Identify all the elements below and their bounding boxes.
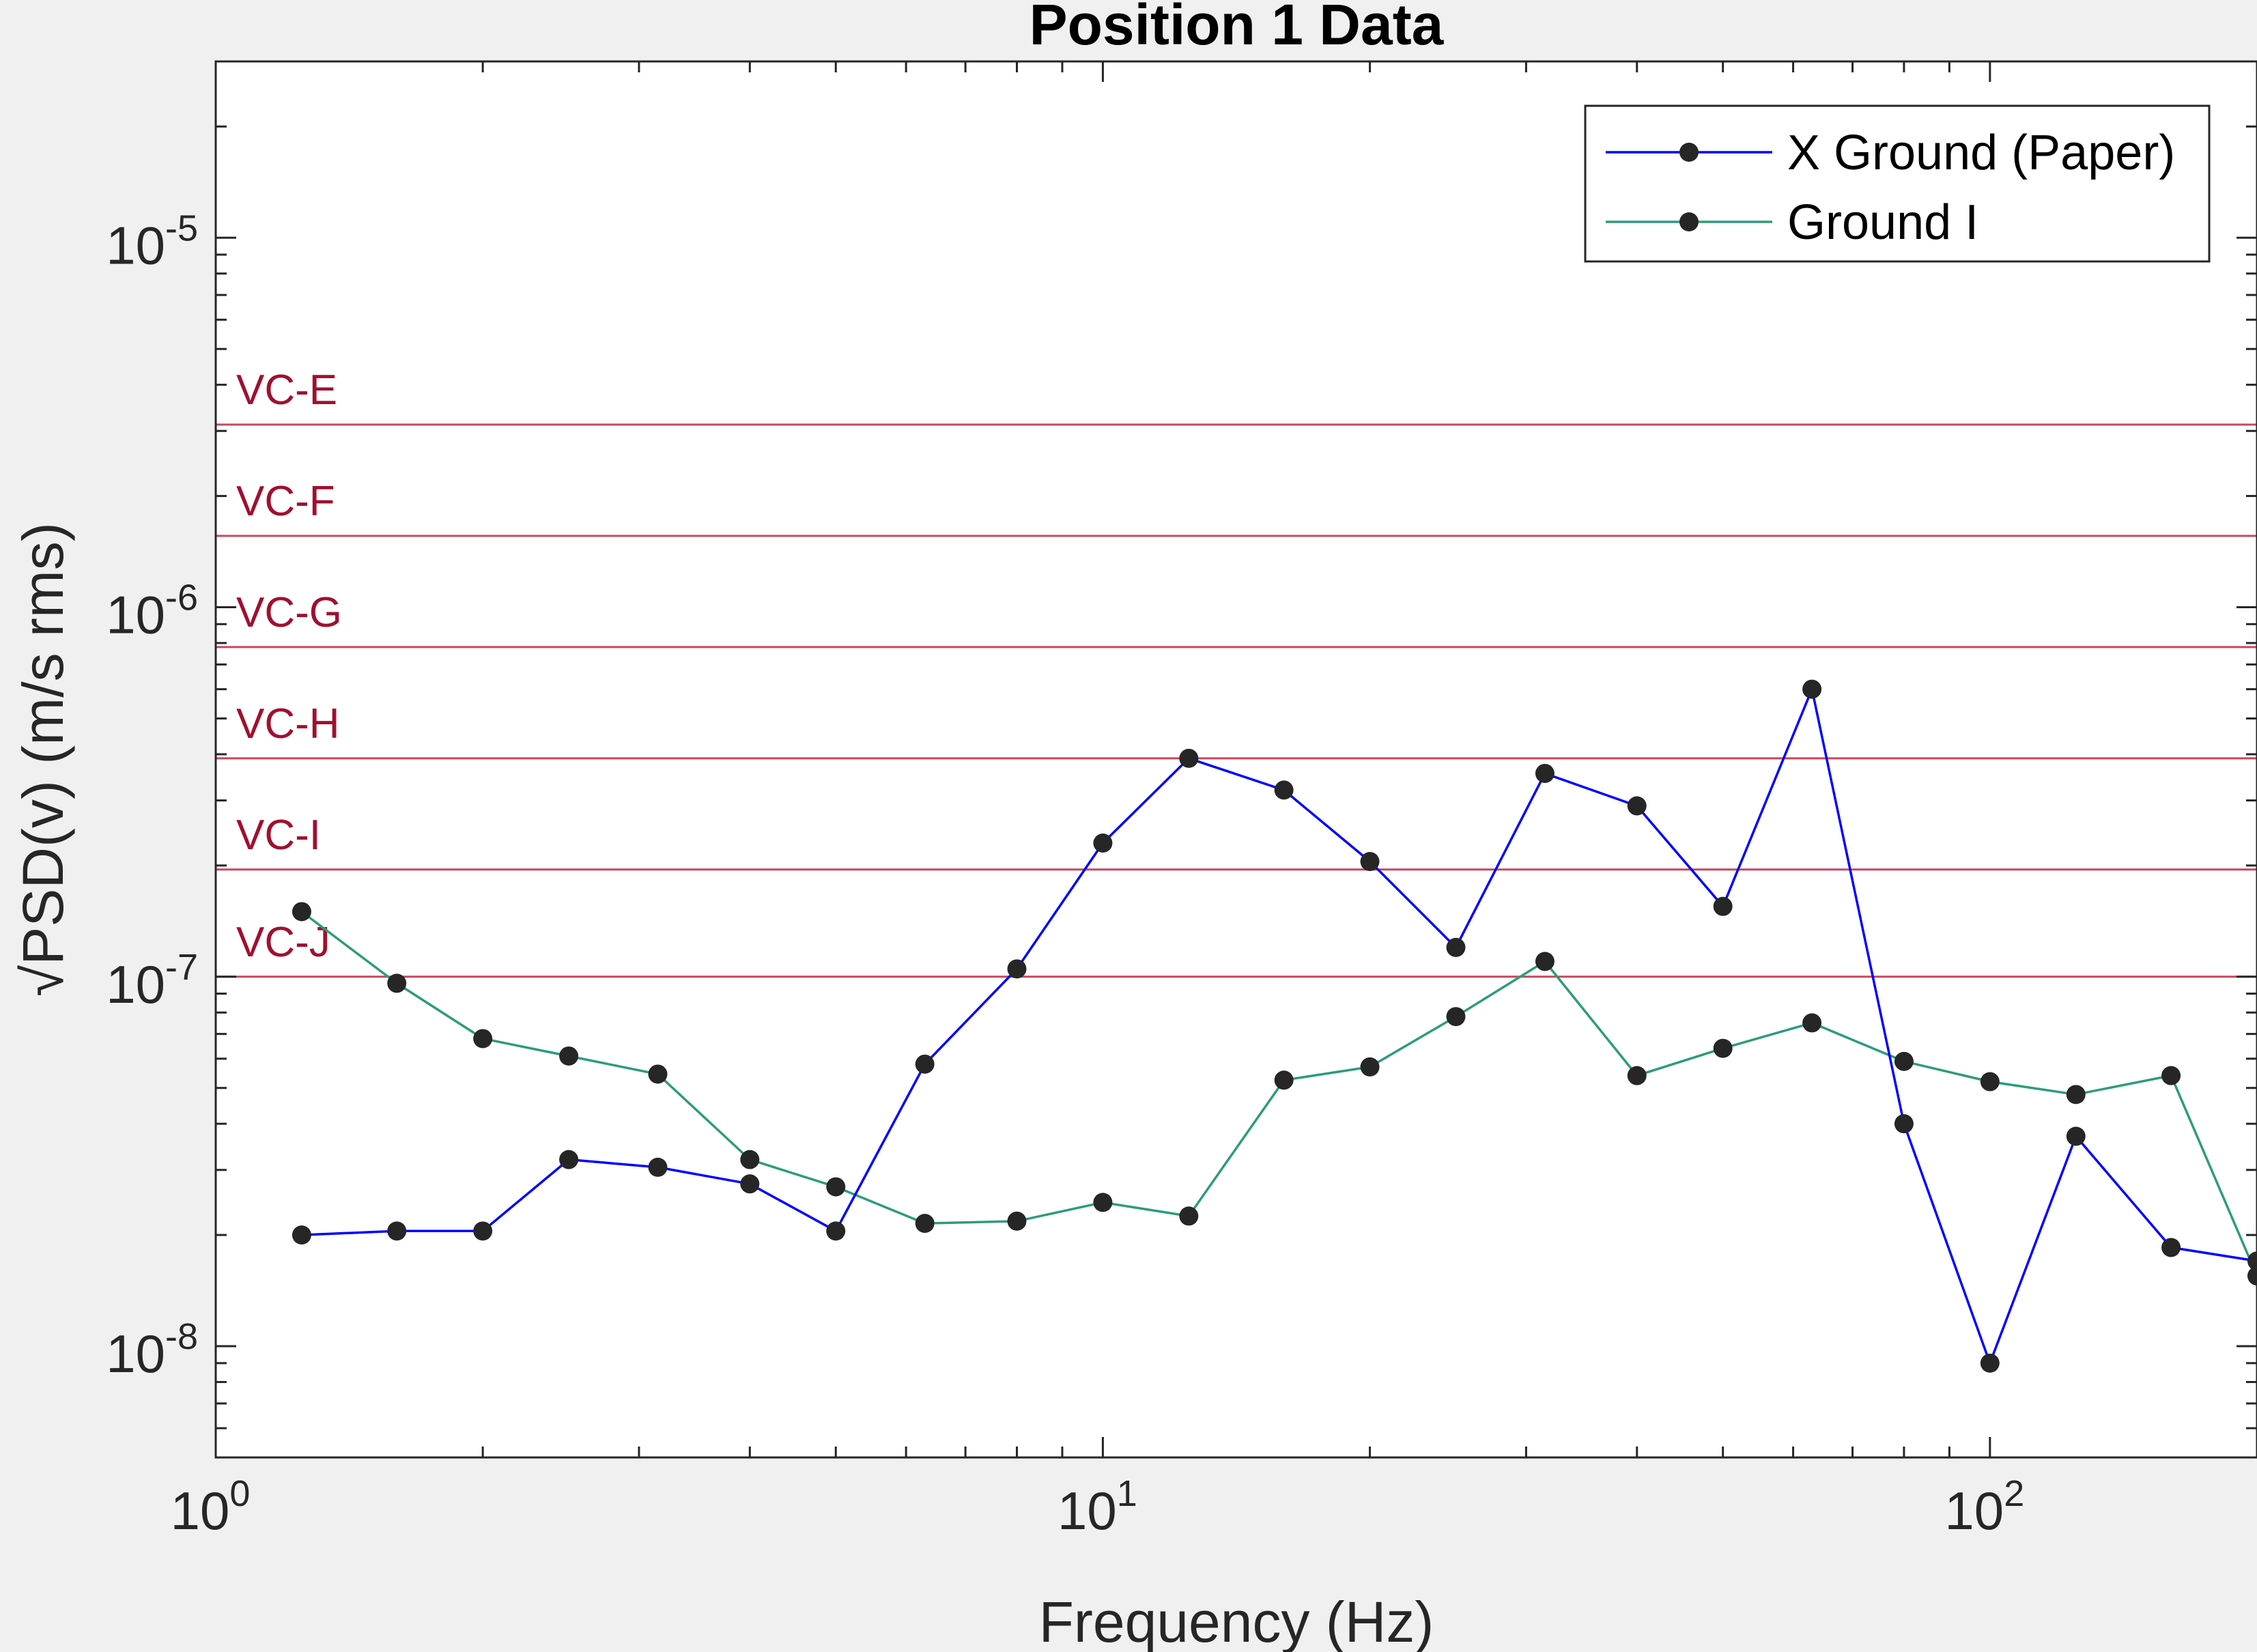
data-point-s0-13: [1446, 937, 1466, 957]
data-point-s1-22: [2247, 1266, 2257, 1286]
data-point-s1-8: [1007, 1211, 1027, 1231]
vc-label-vc-h: VC-H: [236, 700, 340, 747]
y-tick-label: 10-8: [106, 1316, 198, 1384]
data-point-s0-7: [915, 1054, 935, 1074]
data-point-s0-4: [648, 1157, 668, 1177]
data-point-s0-11: [1274, 780, 1294, 800]
data-point-s1-14: [1535, 952, 1555, 971]
x-tick-label: 100: [171, 1473, 251, 1541]
ticks: 100 101 102 10-8 10-7 10-6 10-5: [106, 61, 2257, 1541]
data-point-s1-0: [292, 902, 311, 922]
data-point-s1-6: [826, 1177, 846, 1197]
legend-marker-1: [1679, 212, 1699, 231]
data-point-s1-9: [1093, 1193, 1113, 1212]
data-point-s0-17: [1802, 679, 1822, 699]
data-point-s0-19: [1980, 1353, 2000, 1373]
data-point-s0-1: [387, 1221, 407, 1241]
data-point-s1-20: [2066, 1085, 2086, 1105]
data-point-s0-12: [1360, 852, 1380, 872]
data-point-s1-3: [559, 1046, 579, 1066]
x-tick-label: 101: [1057, 1473, 1137, 1541]
y-tick-label: 10-7: [106, 947, 198, 1014]
chart-title: Position 1 Data: [1030, 0, 1445, 57]
data-point-s1-15: [1627, 1066, 1647, 1085]
legend-box: [1584, 104, 2211, 263]
data-point-s1-19: [1980, 1072, 2000, 1092]
data-point-s1-7: [915, 1214, 935, 1234]
axes-box: [214, 60, 2257, 1459]
plot-area: [216, 61, 2257, 1457]
data-point-s0-22: [2247, 1251, 2257, 1271]
data-point-s1-2: [473, 1029, 493, 1049]
legend-marker-0: [1679, 143, 1699, 162]
data-point-s0-9: [1093, 833, 1113, 853]
data-point-s1-17: [1802, 1013, 1822, 1033]
data-point-s0-5: [740, 1174, 760, 1194]
data-point-s1-11: [1274, 1070, 1294, 1090]
x-tick-label: 102: [1944, 1473, 2024, 1541]
data-point-s0-8: [1007, 959, 1027, 979]
data-point-s0-0: [292, 1225, 311, 1245]
y-axis-label: √PSD(v) (m/s rms): [11, 522, 75, 997]
legend-label-0: X Ground (Paper): [1787, 126, 2175, 180]
legend-label-1: Ground I: [1787, 195, 1978, 250]
data-point-s0-16: [1713, 896, 1733, 916]
vc-label-vc-i: VC-I: [236, 812, 321, 859]
data-point-s0-2: [473, 1221, 493, 1241]
data-point-s1-1: [387, 973, 407, 993]
data-point-s1-13: [1446, 1007, 1466, 1027]
data-point-s1-10: [1179, 1206, 1199, 1226]
y-tick-label: 10-6: [106, 578, 198, 645]
vc-label-vc-e: VC-E: [236, 367, 337, 414]
data-point-s0-10: [1179, 748, 1199, 768]
data-point-s1-21: [2161, 1066, 2181, 1085]
x-axis-label: Frequency (Hz): [1039, 1590, 1434, 1652]
y-tick-label: 10-5: [106, 208, 198, 275]
series-layer: [292, 679, 2257, 1373]
data-point-s0-21: [2161, 1238, 2181, 1257]
data-point-s1-5: [740, 1150, 760, 1169]
vc-label-vc-j: VC-J: [236, 919, 330, 966]
vc-label-vc-g: VC-G: [236, 589, 342, 636]
data-point-s1-16: [1713, 1038, 1733, 1058]
data-point-s0-3: [559, 1150, 579, 1169]
data-point-s1-12: [1360, 1057, 1380, 1077]
data-point-s0-6: [826, 1221, 846, 1241]
data-point-s0-20: [2066, 1126, 2086, 1146]
data-point-s0-15: [1627, 796, 1647, 816]
data-point-s0-18: [1894, 1114, 1914, 1134]
data-point-s1-18: [1894, 1051, 1914, 1071]
vc-label-vc-f: VC-F: [236, 478, 335, 525]
data-point-s0-14: [1535, 763, 1555, 783]
legend: X Ground (Paper) Ground I: [1584, 104, 2211, 263]
reference-lines: VC-E VC-F VC-G VC-H VC-I VC-J: [216, 367, 2257, 978]
data-point-s1-4: [648, 1064, 668, 1084]
